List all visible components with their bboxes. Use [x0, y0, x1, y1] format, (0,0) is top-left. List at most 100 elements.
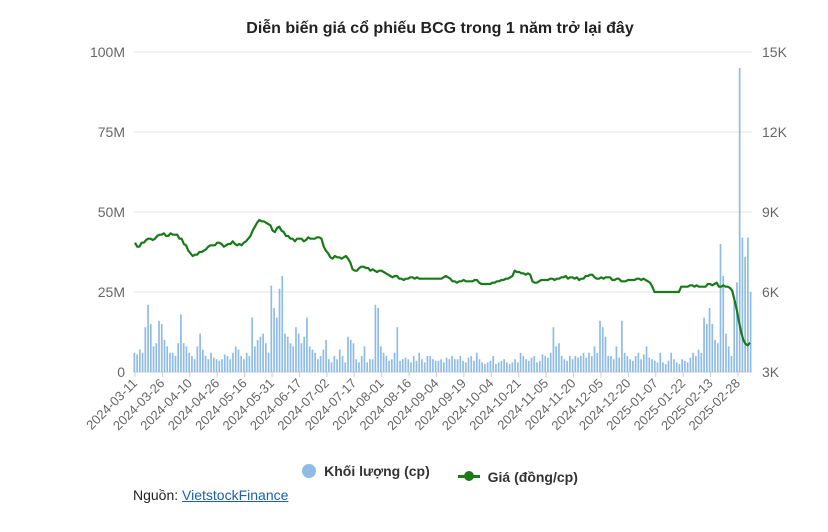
volume-bar: [593, 346, 596, 372]
volume-bar: [418, 352, 421, 372]
volume-bar: [733, 301, 736, 372]
volume-bar: [284, 333, 286, 372]
volume-bar: [191, 356, 193, 372]
volume-bar: [314, 352, 316, 372]
volume-bar: [429, 356, 432, 372]
volume-bar: [541, 354, 544, 372]
volume-bar: [722, 276, 725, 372]
volume-bar: [380, 346, 382, 372]
volume-bar: [714, 340, 716, 372]
volume-bar: [369, 359, 371, 372]
volume-bar: [199, 333, 201, 372]
volume-bar: [738, 68, 741, 372]
volume-bar: [645, 346, 648, 372]
volume-bar: [678, 364, 681, 372]
volume-bar: [270, 285, 273, 372]
volume-bar: [377, 308, 379, 372]
volume-bar: [705, 324, 708, 372]
volume-bar: [363, 346, 366, 372]
volume-bar: [295, 327, 297, 372]
volume-bar: [456, 359, 459, 372]
volume-bar: [410, 362, 412, 372]
volume-bar: [747, 237, 749, 372]
volume-bar: [333, 356, 336, 372]
volume-bar: [423, 362, 426, 372]
volume-bar: [308, 346, 311, 372]
volume-bar: [443, 362, 445, 372]
legend-item-price[interactable]: Giá (đồng/cp): [457, 468, 578, 485]
volume-bar: [716, 343, 719, 372]
volume-bar: [626, 356, 629, 372]
volume-bar: [629, 359, 631, 372]
volume-bar: [138, 349, 141, 372]
volume-bar: [193, 359, 196, 372]
volume-bar: [303, 336, 306, 372]
y-right-tick-label: 9K: [762, 204, 780, 220]
volume-bar: [344, 362, 347, 372]
volume-bar: [185, 346, 188, 372]
volume-bar: [262, 333, 264, 372]
volume-bar: [385, 356, 388, 372]
volume-bar: [453, 359, 456, 372]
volume-bar: [289, 343, 292, 372]
volume-bar: [590, 356, 593, 372]
volume-bar: [440, 359, 442, 372]
volume-bar: [338, 349, 341, 372]
volume-bar: [412, 356, 415, 372]
volume-bar: [297, 333, 300, 372]
volume-bar: [478, 359, 481, 372]
volume-bar: [133, 352, 136, 372]
y-left-tick-label: 100M: [90, 44, 125, 60]
volume-bar: [596, 352, 599, 372]
legend-item-volume[interactable]: Khối lượng (cp): [302, 463, 430, 479]
volume-bar: [201, 349, 204, 372]
volume-bar: [612, 359, 615, 372]
volume-bar: [448, 359, 451, 372]
volume-bar: [212, 357, 215, 372]
volume-bar: [245, 352, 248, 372]
volume-bar: [604, 336, 607, 372]
volume-bar: [149, 324, 152, 372]
volume-bar: [152, 346, 155, 372]
volume-legend-dot-icon: [302, 464, 317, 478]
volume-bar: [319, 356, 322, 372]
volume-bar: [180, 314, 182, 372]
volume-bar: [730, 356, 733, 372]
volume-bar: [292, 346, 295, 372]
y-right-tick-label: 12K: [762, 124, 788, 140]
price-line: [134, 218, 751, 347]
grid-layer: [133, 51, 752, 373]
volume-bar: [207, 359, 210, 372]
volume-bar: [223, 354, 226, 372]
volume-bar: [511, 362, 514, 372]
source-link[interactable]: VietstockFinance: [182, 487, 289, 503]
volume-bar: [681, 359, 684, 372]
volume-bar: [519, 352, 522, 372]
volume-bar: [158, 320, 160, 372]
volume-bar: [459, 356, 462, 372]
volume-bar: [582, 352, 585, 372]
volume-bar: [251, 317, 253, 372]
volume-bar: [360, 356, 363, 372]
volume-bar: [697, 349, 700, 372]
volume-bar: [264, 343, 267, 372]
volume-bar: [358, 362, 360, 372]
volume-bar: [522, 356, 525, 372]
volume-bar: [374, 304, 377, 372]
volume-bar: [695, 356, 697, 372]
volume-bar: [621, 320, 623, 372]
volume-bar: [390, 359, 393, 372]
volume-bar: [538, 360, 541, 372]
volume-bar: [155, 343, 158, 372]
legend-label-price: Giá (đồng/cp): [487, 468, 578, 485]
volume-bar: [278, 288, 281, 372]
volume-bar: [182, 343, 185, 372]
volume-bar: [226, 356, 229, 372]
volume-bar: [651, 359, 653, 372]
volume-bar: [188, 352, 190, 372]
volume-bar: [437, 360, 440, 372]
volume-bar: [637, 352, 640, 372]
volume-bar: [229, 359, 232, 372]
volume-bar: [462, 360, 464, 372]
